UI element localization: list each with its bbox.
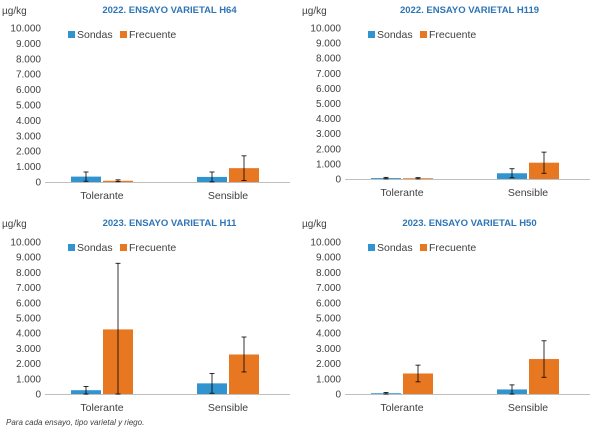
y-tick-label: 8.000 — [16, 54, 41, 65]
y-tick-label: 10.000 — [310, 238, 341, 249]
y-tick-label: 4.000 — [16, 116, 41, 127]
y-tick-label: 2.000 — [316, 359, 341, 370]
legend-swatch-frecuente — [420, 31, 427, 38]
y-tick-label: 4.000 — [16, 329, 41, 340]
chart-svg-h11: µg/kg 2023. ENSAYO VARIETAL H11 0 1.000 2.00… — [2, 218, 290, 414]
unit-label: µg/kg — [302, 219, 327, 230]
bar-frecuente-tolerante — [403, 373, 433, 394]
y-tick-label: 6.000 — [316, 298, 341, 309]
y-tick-label: 6.000 — [316, 84, 341, 95]
category-label: Tolerante — [380, 402, 423, 414]
legend-label-frecuente: Frecuente — [129, 29, 176, 41]
category-label: Sensible — [208, 402, 248, 414]
y-tick-label: 10.000 — [10, 238, 41, 249]
chart-panel-h64: µg/kg 2022. ENSAYO VARIETAL H64 0 1.000 2.00… — [0, 0, 300, 213]
chart-panel-h11: µg/kg 2023. ENSAYO VARIETAL H11 0 1.000 2.00… — [0, 213, 300, 426]
y-tick-label: 3.000 — [16, 131, 41, 142]
chart-svg-h64: µg/kg 2022. ENSAYO VARIETAL H64 0 1.000 2.00… — [2, 5, 290, 202]
unit-label: µg/kg — [2, 219, 27, 230]
y-tick-label: 9.000 — [316, 253, 341, 264]
y-tick-label: 6.000 — [16, 298, 41, 309]
y-tick-label: 5.000 — [16, 314, 41, 325]
y-tick-label: 4.000 — [316, 114, 341, 125]
y-tick-label: 3.000 — [316, 344, 341, 355]
category-label: Tolerante — [80, 190, 123, 202]
category-label: Tolerante — [380, 187, 423, 199]
legend-swatch-frecuente — [420, 244, 427, 251]
y-tick-label: 8.000 — [16, 268, 41, 279]
legend-swatch-frecuente — [120, 244, 127, 251]
legend-swatch-sondas — [68, 244, 75, 251]
y-tick-label: 2.000 — [16, 147, 41, 158]
y-tick-label: 3.000 — [316, 129, 341, 140]
legend-label-frecuente: Frecuente — [129, 242, 176, 254]
chart-svg-h119: µg/kg 2022. ENSAYO VARIETAL H119 0 1.000 2.0… — [302, 5, 590, 199]
legend-swatch-sondas — [368, 31, 375, 38]
y-tick-label: 5.000 — [316, 99, 341, 110]
category-label: Sensible — [208, 190, 248, 202]
chart-title: 2022. ENSAYO VARIETAL H64 — [102, 5, 237, 16]
y-tick-label: 5.000 — [16, 101, 41, 112]
chart-title: 2023. ENSAYO VARIETAL H11 — [103, 218, 237, 229]
chart-title: 2022. ENSAYO VARIETAL H119 — [400, 5, 539, 16]
chart-panel-h50: µg/kg 2023. ENSAYO VARIETAL H50 0 1.000 2.00… — [300, 213, 600, 426]
y-tick-label: 7.000 — [316, 283, 341, 294]
y-tick-label: 4.000 — [316, 329, 341, 340]
y-tick-label: 8.000 — [316, 54, 341, 65]
unit-label: µg/kg — [2, 6, 27, 17]
legend-label-frecuente: Frecuente — [429, 29, 476, 41]
category-label: Sensible — [508, 187, 548, 199]
y-tick-label: 0 — [35, 390, 41, 401]
legend-swatch-sondas — [68, 31, 75, 38]
y-tick-label: 2.000 — [16, 359, 41, 370]
footnote: Para cada ensayo, tipo varietal y riego. — [6, 418, 145, 427]
y-tick-label: 9.000 — [16, 39, 41, 50]
unit-label: µg/kg — [302, 6, 327, 17]
legend-swatch-sondas — [368, 244, 375, 251]
y-tick-label: 9.000 — [16, 253, 41, 264]
legend-label-sondas: Sondas — [377, 242, 413, 254]
y-tick-label: 5.000 — [316, 314, 341, 325]
legend-label-sondas: Sondas — [77, 242, 113, 254]
legend-swatch-frecuente — [120, 31, 127, 38]
y-tick-label: 7.000 — [16, 70, 41, 81]
chart-svg-h50: µg/kg 2023. ENSAYO VARIETAL H50 0 1.000 2.00… — [302, 218, 590, 414]
category-label: Sensible — [508, 402, 548, 414]
y-tick-label: 9.000 — [316, 39, 341, 50]
y-tick-label: 1.000 — [316, 374, 341, 385]
y-tick-label: 0 — [335, 175, 341, 186]
y-tick-label: 6.000 — [16, 85, 41, 96]
y-tick-label: 10.000 — [10, 24, 41, 35]
y-tick-label: 7.000 — [16, 283, 41, 294]
chart-panel-h119: µg/kg 2022. ENSAYO VARIETAL H119 0 1.000 2.0… — [300, 0, 600, 213]
legend-label-sondas: Sondas — [377, 29, 413, 41]
y-tick-label: 3.000 — [16, 344, 41, 355]
y-tick-label: 1.000 — [316, 159, 341, 170]
y-tick-label: 2.000 — [316, 144, 341, 155]
y-tick-label: 7.000 — [316, 69, 341, 80]
y-tick-label: 8.000 — [316, 268, 341, 279]
y-tick-label: 10.000 — [310, 24, 341, 35]
category-label: Tolerante — [80, 402, 123, 414]
y-tick-label: 0 — [335, 390, 341, 401]
y-tick-label: 1.000 — [16, 374, 41, 385]
legend-label-frecuente: Frecuente — [429, 242, 476, 254]
chart-title: 2023. ENSAYO VARIETAL H50 — [402, 218, 536, 229]
legend-label-sondas: Sondas — [77, 29, 113, 41]
y-tick-label: 1.000 — [16, 162, 41, 173]
y-tick-label: 0 — [35, 178, 41, 189]
